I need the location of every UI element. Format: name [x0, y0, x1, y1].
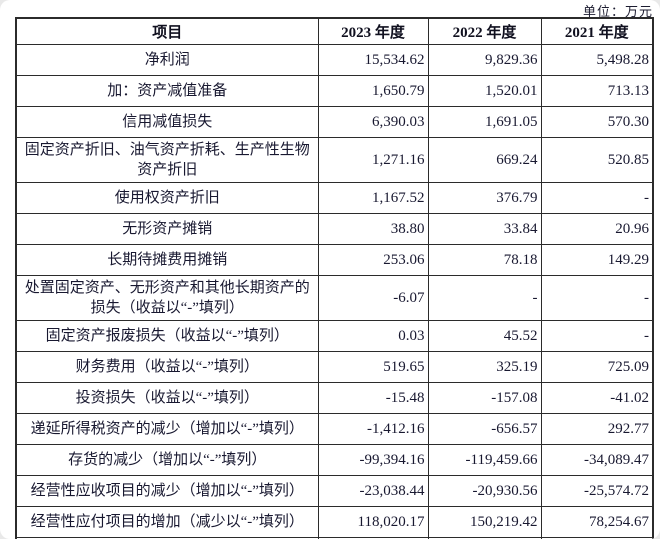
row-value: -157.08 — [427, 382, 542, 414]
row-value: 1,520.01 — [427, 75, 542, 107]
row-value: -25,574.72 — [540, 475, 654, 507]
row-value: 5,498.28 — [540, 44, 654, 76]
row-value: 118,020.17 — [317, 506, 429, 538]
row-label: 净利润 — [15, 44, 319, 76]
row-label: 固定资产报废损失（收益以“-”填列） — [15, 320, 319, 352]
row-label: 长期待摊费用摊销 — [15, 244, 319, 276]
row-value: 149.29 — [540, 244, 654, 276]
row-label: 处置固定资产、无形资产和其他长期资产的损失（收益以“-”填列） — [15, 275, 319, 321]
cash-flow-adjustments-table: 项目 2023 年度 2022 年度 2021 年度 净利润 15,534.62 9… — [15, 17, 654, 539]
table-row: 经营性应付项目的增加（减少以“-”填列） 118,020.17 150,219.42… — [15, 506, 654, 538]
row-value: 6,390.03 — [317, 106, 429, 138]
row-value: 325.19 — [427, 351, 542, 383]
row-value: - — [427, 275, 542, 321]
row-value: 150,219.42 — [427, 506, 542, 538]
row-value: 292.77 — [540, 413, 654, 445]
table-row: 财务费用（收益以“-”填列） 519.65 325.19 725.09 — [15, 351, 654, 383]
row-label: 固定资产折旧、油气资产折耗、生产性生物资产折旧 — [15, 137, 319, 183]
row-value: -23,038.44 — [317, 475, 429, 507]
row-value: 15,534.62 — [317, 44, 429, 76]
row-value: 45.52 — [427, 320, 542, 352]
row-value: 78.18 — [427, 244, 542, 276]
row-value: 27,040.12 — [540, 537, 654, 539]
table-body: 净利润 15,534.62 9,829.36 5,498.28 加：资产减值准备 1,65… — [15, 44, 654, 539]
row-value: -20,930.56 — [427, 475, 542, 507]
col-header-2023: 2023 年度 — [317, 17, 429, 45]
row-value: 9,829.36 — [427, 44, 542, 76]
row-value: -119,459.66 — [427, 444, 542, 476]
row-value: -6.07 — [317, 275, 429, 321]
table-row: 经营性应收项目的减少（增加以“-”填列） -23,038.44 -20,930.56… — [15, 475, 654, 507]
row-value: 1,691.05 — [427, 106, 542, 138]
row-value: - — [540, 320, 654, 352]
row-value: -1,412.16 — [317, 413, 429, 445]
table-row: 投资损失（收益以“-”填列） -15.48 -157.08 -41.02 — [15, 382, 654, 414]
col-header-2021: 2021 年度 — [540, 17, 654, 45]
row-value: -15.48 — [317, 382, 429, 414]
row-value: 20.96 — [540, 213, 654, 245]
row-label: 无形资产摊销 — [15, 213, 319, 245]
table-row: 净利润 15,534.62 9,829.36 5,498.28 — [15, 44, 654, 76]
row-label: 递延所得税资产的减少（增加以“-”填列） — [15, 413, 319, 445]
table-row: 递延所得税资产的减少（增加以“-”填列） -1,412.16 -656.57 292.… — [15, 413, 654, 445]
row-value: 1,271.16 — [317, 137, 429, 183]
table-row: 加：资产减值准备 1,650.79 1,520.01 713.13 — [15, 75, 654, 107]
table-row: 经营活动产生的现金流量净额20,979.5423,584.7427,040.12 — [15, 537, 654, 539]
row-label: 信用减值损失 — [15, 106, 319, 138]
row-value: -41.02 — [540, 382, 654, 414]
row-value: -656.57 — [427, 413, 542, 445]
row-value: 725.09 — [540, 351, 654, 383]
row-value: 713.13 — [540, 75, 654, 107]
table-row: 存货的减少（增加以“-”填列） -99,394.16 -119,459.66 -34,… — [15, 444, 654, 476]
row-value: - — [540, 182, 654, 214]
row-label: 财务费用（收益以“-”填列） — [15, 351, 319, 383]
row-value: 0.03 — [317, 320, 429, 352]
col-header-item: 项目 — [15, 17, 319, 45]
row-value: 519.65 — [317, 351, 429, 383]
row-value: - — [540, 275, 654, 321]
row-value: 33.84 — [427, 213, 542, 245]
table-row: 固定资产报废损失（收益以“-”填列） 0.03 45.52- — [15, 320, 654, 352]
row-label: 存货的减少（增加以“-”填列） — [15, 444, 319, 476]
row-label: 经营性应付项目的增加（减少以“-”填列） — [15, 506, 319, 538]
table-row: 固定资产折旧、油气资产折耗、生产性生物资产折旧 1,271.16 669.24 520… — [15, 137, 654, 183]
header-row: 项目 2023 年度 2022 年度 2021 年度 — [15, 17, 654, 45]
table-row: 使用权资产折旧 1,167.52 376.79- — [15, 182, 654, 214]
row-value: -34,089.47 — [540, 444, 654, 476]
row-label: 经营性应收项目的减少（增加以“-”填列） — [15, 475, 319, 507]
row-value: 520.85 — [540, 137, 654, 183]
row-value: 1,650.79 — [317, 75, 429, 107]
row-value: 376.79 — [427, 182, 542, 214]
row-value: 253.06 — [317, 244, 429, 276]
table-row: 长期待摊费用摊销 253.06 78.18 149.29 — [15, 244, 654, 276]
row-value: 38.80 — [317, 213, 429, 245]
row-value: 1,167.52 — [317, 182, 429, 214]
col-header-2022: 2022 年度 — [427, 17, 542, 45]
table-row: 处置固定资产、无形资产和其他长期资产的损失（收益以“-”填列） -6.07- - — [15, 275, 654, 321]
row-label: 使用权资产折旧 — [15, 182, 319, 214]
row-value: 78,254.67 — [540, 506, 654, 538]
row-value: -99,394.16 — [317, 444, 429, 476]
table-row: 信用减值损失 6,390.03 1,691.05 570.30 — [15, 106, 654, 138]
row-value: 570.30 — [540, 106, 654, 138]
table-row: 无形资产摊销 38.80 33.84 20.96 — [15, 213, 654, 245]
row-value: 669.24 — [427, 137, 542, 183]
unit-label: 单位：万元 — [582, 4, 653, 19]
row-label: 加：资产减值准备 — [15, 75, 319, 107]
row-label: 投资损失（收益以“-”填列） — [15, 382, 319, 414]
